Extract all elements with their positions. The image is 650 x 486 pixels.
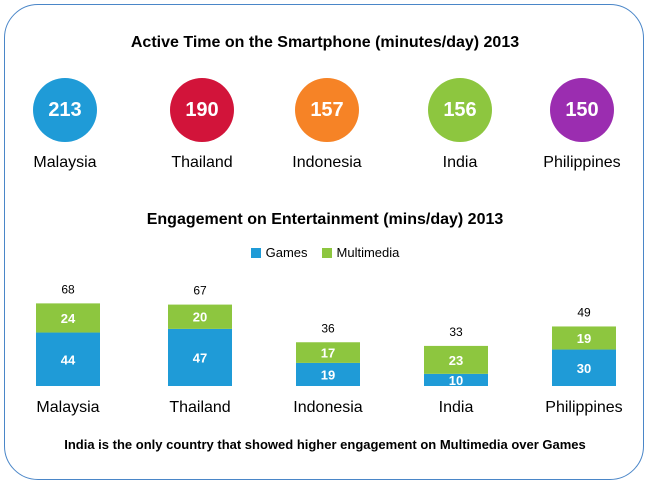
category-label-india: India <box>439 399 474 416</box>
bar-value-multimedia-malaysia: 24 <box>61 311 76 326</box>
legend-multimedia: Multimedia <box>321 245 400 260</box>
rounded-frame <box>4 4 644 480</box>
legend-swatch-multimedia <box>321 247 332 258</box>
bar-value-multimedia-thailand: 20 <box>193 310 207 325</box>
country-label-india: India <box>442 154 478 171</box>
bar-multimedia-malaysia <box>36 303 100 333</box>
category-label-malaysia: Malaysia <box>36 399 99 416</box>
legend-label-games: Games <box>265 245 308 260</box>
legend-swatch-games <box>250 247 261 258</box>
bubble-value: 156 <box>443 98 477 121</box>
bar-games-india <box>424 373 488 386</box>
country-label-thailand: Thailand <box>171 154 233 171</box>
bubble-value: 150 <box>565 98 599 121</box>
bar-value-games-malaysia: 44 <box>61 352 76 367</box>
bar-value-multimedia-philippines: 19 <box>577 331 591 346</box>
country-label-indonesia: Indonesia <box>292 154 362 171</box>
bar-multimedia-philippines <box>552 326 616 350</box>
category-label-philippines: Philippines <box>545 399 622 416</box>
active-time-title: Active Time on the Smartphone (minutes/d… <box>130 34 520 51</box>
total-label-philippines: 49 <box>577 305 591 319</box>
bubble-thailand: 190 <box>170 78 234 142</box>
legend-label-multimedia: Multimedia <box>336 245 400 260</box>
bubble-philippines: 150 <box>550 78 614 142</box>
bubble-value: 157 <box>310 98 344 121</box>
bubble-indonesia: 157 <box>295 78 359 142</box>
engagement-stacked-bar-chart: 44 24 68 Malaysia 47 20 67 Thailand 19 17 36 Indone… <box>36 282 623 416</box>
bar-multimedia-thailand <box>168 304 232 329</box>
bar-value-multimedia-india: 23 <box>449 353 463 368</box>
bar-games-indonesia <box>296 362 360 386</box>
category-label-thailand: Thailand <box>169 399 230 416</box>
country-label-malaysia: Malaysia <box>33 154 97 171</box>
country-label-philippines: Philippines <box>543 154 621 171</box>
bubble-india: 156 <box>428 78 492 142</box>
footnote: India is the only country that showed hi… <box>64 437 586 452</box>
total-label-thailand: 67 <box>193 284 207 298</box>
total-label-india: 33 <box>449 325 463 339</box>
bar-value-games-philippines: 30 <box>577 361 591 376</box>
legend-games: Games <box>250 245 308 260</box>
bar-multimedia-india <box>424 345 488 374</box>
bubble-value: 190 <box>185 98 219 121</box>
bar-multimedia-indonesia <box>296 342 360 363</box>
bar-games-thailand <box>168 328 232 386</box>
bubble-value: 213 <box>48 98 82 121</box>
bar-value-games-indonesia: 19 <box>321 367 335 382</box>
bar-games-malaysia <box>36 332 100 386</box>
bar-games-philippines <box>552 349 616 386</box>
chart-legend: Games Multimedia <box>0 245 650 260</box>
total-label-indonesia: 36 <box>321 321 335 335</box>
bubble-malaysia: 213 <box>33 78 97 142</box>
engagement-title: Engagement on Entertainment (mins/day) 2… <box>146 211 504 228</box>
bar-value-games-india: 10 <box>449 373 463 388</box>
bar-value-games-thailand: 47 <box>193 350 207 365</box>
bar-value-multimedia-indonesia: 17 <box>321 346 335 361</box>
category-label-indonesia: Indonesia <box>293 399 362 416</box>
total-label-malaysia: 68 <box>61 282 75 296</box>
